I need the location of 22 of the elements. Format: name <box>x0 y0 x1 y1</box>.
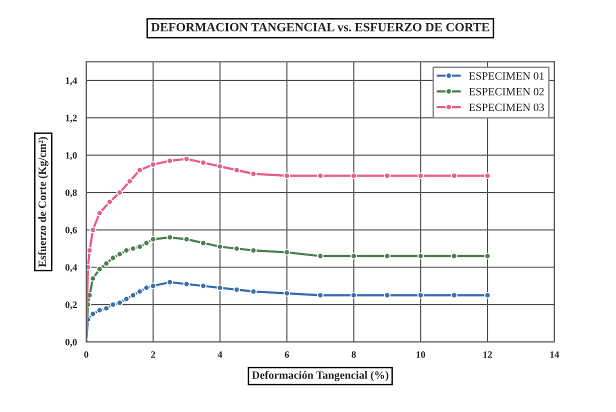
x-tick-label: 14 <box>550 351 560 358</box>
legend-label: ESPECIMEN 02 <box>469 88 544 96</box>
x-tick-label: 12 <box>483 351 492 358</box>
x-tick-label: 8 <box>352 351 356 358</box>
y-tick-label: 0,8 <box>65 189 77 198</box>
legend-label: ESPECIMEN 01 <box>469 72 544 80</box>
x-tick-label: 10 <box>416 351 426 358</box>
x-tick-label: 2 <box>151 351 156 358</box>
y-tick-label: 1,2 <box>66 114 77 123</box>
y-tick-label: 0,2 <box>65 302 77 310</box>
legend-label: ESPECIMEN 03 <box>469 104 544 112</box>
x-tick-label: 0 <box>84 351 88 358</box>
y-tick-label: 0,0 <box>65 338 77 347</box>
y-tick-label: 0,4 <box>65 264 78 272</box>
y-tick-label: 1,4 <box>66 77 78 86</box>
chart-title: DEFORMACION TANGENCIAL vs. ESFUERZO DE CORTE <box>151 22 490 32</box>
y-tick-label: 1,0 <box>66 152 77 160</box>
x-tick-label: 6 <box>284 351 290 358</box>
x-axis-title: Deformación Tangencial (%) <box>252 370 388 382</box>
y-tick-label: 0,6 <box>65 226 77 235</box>
y-axis-title: Esfuerzo de Corte (Kg/cm²) <box>38 136 48 268</box>
x-tick-label: 4 <box>218 351 222 358</box>
